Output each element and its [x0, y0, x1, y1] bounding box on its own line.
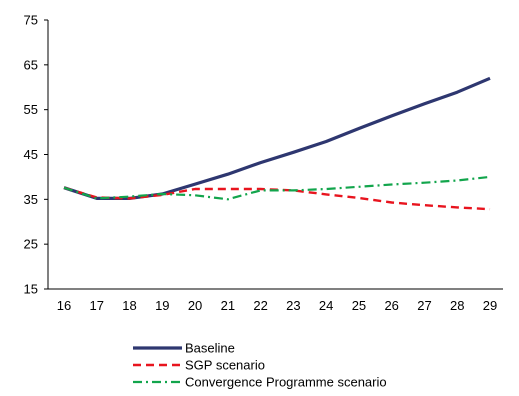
- legend-label-baseline: Baseline: [185, 341, 235, 356]
- y-axis-ticks: 15 25 35 45 55 65 75: [24, 13, 48, 297]
- y-tick-label: 75: [24, 13, 38, 28]
- legend: Baseline SGP scenario Convergence Programm…: [133, 341, 387, 390]
- series-line-convergence-programme-scenario: [63, 175, 491, 201]
- x-tick-label: 28: [450, 298, 464, 313]
- series-line-baseline: [63, 76, 491, 200]
- y-tick-label: 35: [24, 192, 38, 207]
- x-tick-label: 26: [384, 298, 398, 313]
- axes: [47, 20, 503, 290]
- x-tick-label: 22: [253, 298, 267, 313]
- x-tick-label: 21: [221, 298, 235, 313]
- x-tick-label: 29: [483, 298, 497, 313]
- legend-label-convergence-programme-scenario: Convergence Programme scenario: [185, 375, 387, 390]
- x-tick-label: 18: [122, 298, 136, 313]
- x-tick-label: 24: [319, 298, 333, 313]
- y-tick-label: 15: [24, 282, 38, 297]
- x-tick-label: 17: [90, 298, 104, 313]
- legend-label-sgp-scenario: SGP scenario: [185, 358, 265, 373]
- y-tick-label: 25: [24, 237, 38, 252]
- x-axis-ticks: 16 17 18 19 20 21 22 23 24 25 26 27 28 29: [57, 298, 497, 313]
- y-tick-label: 55: [24, 102, 38, 117]
- series-group: [63, 76, 491, 211]
- x-tick-label: 20: [188, 298, 202, 313]
- x-tick-label: 19: [155, 298, 169, 313]
- y-tick-label: 65: [24, 57, 38, 72]
- x-tick-label: 23: [286, 298, 300, 313]
- x-tick-label: 27: [417, 298, 431, 313]
- y-tick-label: 45: [24, 147, 38, 162]
- x-tick-label: 16: [57, 298, 71, 313]
- x-tick-label: 25: [352, 298, 366, 313]
